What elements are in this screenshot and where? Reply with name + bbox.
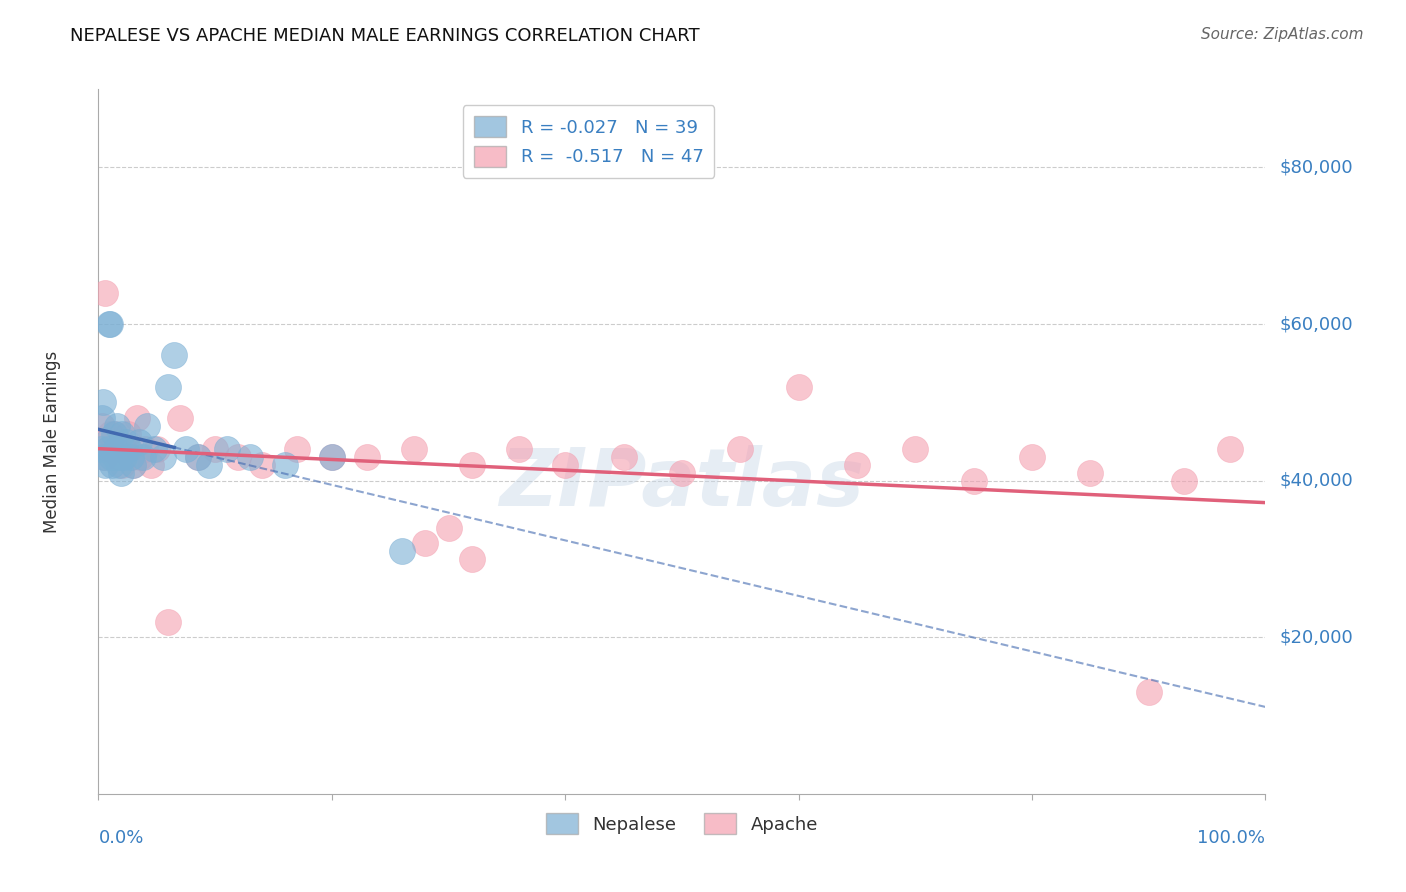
Point — [97, 442, 120, 457]
Point — [101, 442, 124, 457]
Point — [134, 442, 156, 457]
Point — [1137, 685, 1160, 699]
Text: ZIPatlas: ZIPatlas — [499, 445, 865, 523]
Point — [122, 458, 145, 472]
Point — [117, 426, 139, 441]
Point — [111, 426, 134, 441]
Point — [554, 458, 576, 472]
Point — [112, 450, 135, 465]
Point — [239, 450, 262, 465]
Point — [108, 450, 131, 465]
Point — [93, 450, 115, 465]
Point — [100, 450, 122, 465]
Text: $40,000: $40,000 — [1279, 472, 1353, 490]
Point — [250, 458, 273, 472]
Point — [962, 474, 984, 488]
Point — [274, 458, 297, 472]
Text: 0.0%: 0.0% — [98, 830, 143, 847]
Point — [1080, 466, 1102, 480]
Text: NEPALESE VS APACHE MEDIAN MALE EARNINGS CORRELATION CHART: NEPALESE VS APACHE MEDIAN MALE EARNINGS … — [70, 27, 700, 45]
Point — [198, 458, 221, 472]
Point — [108, 458, 131, 472]
Point — [1021, 450, 1043, 465]
Point — [437, 521, 460, 535]
Point — [157, 380, 180, 394]
Point — [128, 434, 150, 449]
Point — [104, 450, 127, 465]
Point — [112, 442, 135, 457]
Point — [105, 442, 128, 457]
Point — [228, 450, 250, 465]
Point — [103, 426, 125, 441]
Point — [787, 380, 810, 394]
Point — [613, 450, 636, 465]
Point — [174, 442, 197, 457]
Point — [146, 442, 169, 457]
Point — [98, 426, 121, 441]
Point — [90, 418, 112, 433]
Point — [402, 442, 425, 457]
Point — [671, 466, 693, 480]
Point — [136, 418, 159, 433]
Point — [104, 442, 127, 457]
Point — [90, 411, 112, 425]
Point — [187, 450, 209, 465]
Point — [508, 442, 530, 457]
Point — [93, 450, 115, 465]
Point — [94, 458, 117, 472]
Point — [169, 411, 191, 425]
Point — [120, 450, 142, 465]
Point — [215, 442, 238, 457]
Point — [139, 458, 162, 472]
Point — [94, 285, 117, 300]
Text: $60,000: $60,000 — [1279, 315, 1353, 333]
Point — [204, 442, 226, 457]
Point — [187, 450, 209, 465]
Text: $80,000: $80,000 — [1279, 159, 1353, 177]
Point — [115, 434, 138, 449]
Point — [285, 442, 308, 457]
Point — [391, 544, 413, 558]
Point — [90, 442, 112, 457]
Point — [413, 536, 436, 550]
Point — [1173, 474, 1195, 488]
Point — [91, 395, 114, 409]
Point — [132, 450, 155, 465]
Point — [321, 450, 343, 465]
Point — [111, 458, 134, 472]
Point — [904, 442, 927, 457]
Point — [461, 552, 484, 566]
Point — [125, 411, 148, 425]
Point — [97, 317, 120, 331]
Text: Source: ZipAtlas.com: Source: ZipAtlas.com — [1201, 27, 1364, 42]
Text: $20,000: $20,000 — [1279, 628, 1353, 647]
Point — [1219, 442, 1241, 457]
Point — [846, 458, 869, 472]
Point — [143, 442, 166, 457]
Point — [152, 450, 174, 465]
Point — [107, 450, 129, 465]
Point — [122, 458, 145, 472]
Legend: Nepalese, Apache: Nepalese, Apache — [538, 806, 825, 841]
Point — [98, 317, 121, 331]
Text: Median Male Earnings: Median Male Earnings — [42, 351, 60, 533]
Point — [118, 442, 141, 457]
Point — [129, 450, 152, 465]
Point — [97, 442, 120, 457]
Point — [730, 442, 752, 457]
Point — [321, 450, 343, 465]
Point — [163, 348, 186, 362]
Point — [356, 450, 378, 465]
Point — [96, 434, 118, 449]
Point — [110, 466, 132, 480]
Point — [101, 458, 124, 472]
Point — [157, 615, 180, 629]
Point — [105, 418, 128, 433]
Point — [120, 450, 142, 465]
Point — [104, 426, 127, 441]
Point — [461, 458, 484, 472]
Text: 100.0%: 100.0% — [1198, 830, 1265, 847]
